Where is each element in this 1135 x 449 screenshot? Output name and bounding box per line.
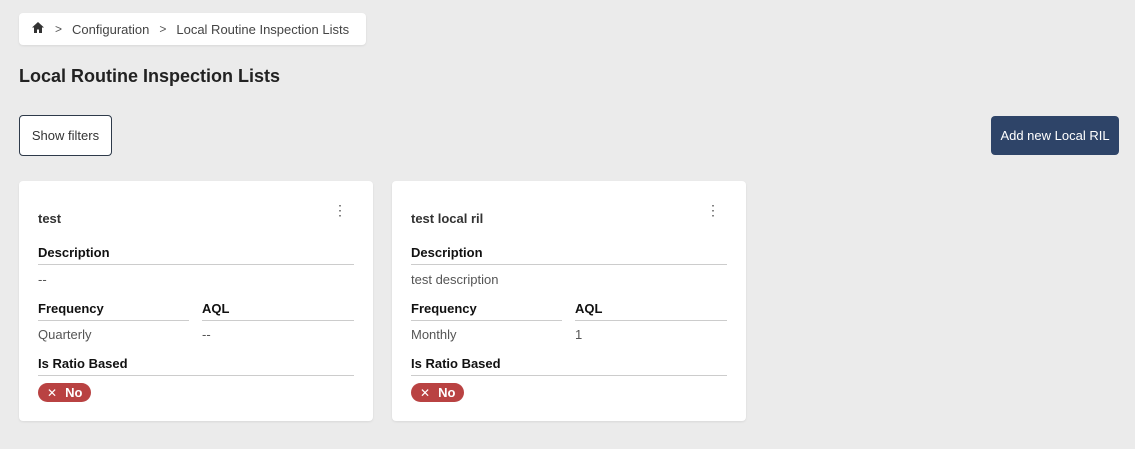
aql-value: -- (202, 327, 211, 342)
frequency-label: Frequency (38, 301, 189, 321)
description-value: test description (411, 272, 499, 287)
close-icon: ✕ (420, 385, 431, 400)
card-title: test (38, 211, 62, 226)
aql-label: AQL (575, 301, 727, 321)
frequency-label: Frequency (411, 301, 562, 321)
status-badge: ✕ No (38, 383, 92, 402)
aql-label: AQL (202, 301, 354, 321)
breadcrumb: > Configuration > Local Routine Inspecti… (19, 13, 366, 45)
home-icon[interactable] (31, 21, 45, 37)
more-options-icon[interactable]: ⋮ (333, 202, 347, 218)
card-title: test local ril (411, 211, 484, 226)
ril-card: test local ril ⋮ Description test descri… (392, 181, 746, 421)
frequency-value: Monthly (411, 327, 457, 342)
breadcrumb-current: Local Routine Inspection Lists (176, 21, 350, 37)
show-filters-button[interactable]: Show filters (19, 115, 112, 156)
ril-card: test ⋮ Description -- Frequency AQL Quar… (19, 181, 373, 421)
add-new-local-ril-button[interactable]: Add new Local RIL (991, 116, 1119, 155)
frequency-value: Quarterly (38, 327, 92, 342)
more-options-icon[interactable]: ⋮ (706, 202, 720, 218)
page-title: Local Routine Inspection Lists (19, 66, 281, 86)
aql-value: 1 (575, 327, 583, 342)
is-ratio-based-label: Is Ratio Based (411, 356, 727, 376)
description-value: -- (38, 272, 47, 287)
breadcrumb-configuration[interactable]: Configuration (72, 21, 150, 37)
badge-text: No (438, 385, 456, 400)
status-badge: ✕ No (411, 383, 465, 402)
is-ratio-based-label: Is Ratio Based (38, 356, 354, 376)
close-icon: ✕ (47, 385, 58, 400)
chevron-right-icon: > (159, 22, 167, 36)
description-label: Description (411, 245, 727, 265)
badge-text: No (65, 385, 83, 400)
chevron-right-icon: > (55, 22, 63, 36)
description-label: Description (38, 245, 354, 265)
